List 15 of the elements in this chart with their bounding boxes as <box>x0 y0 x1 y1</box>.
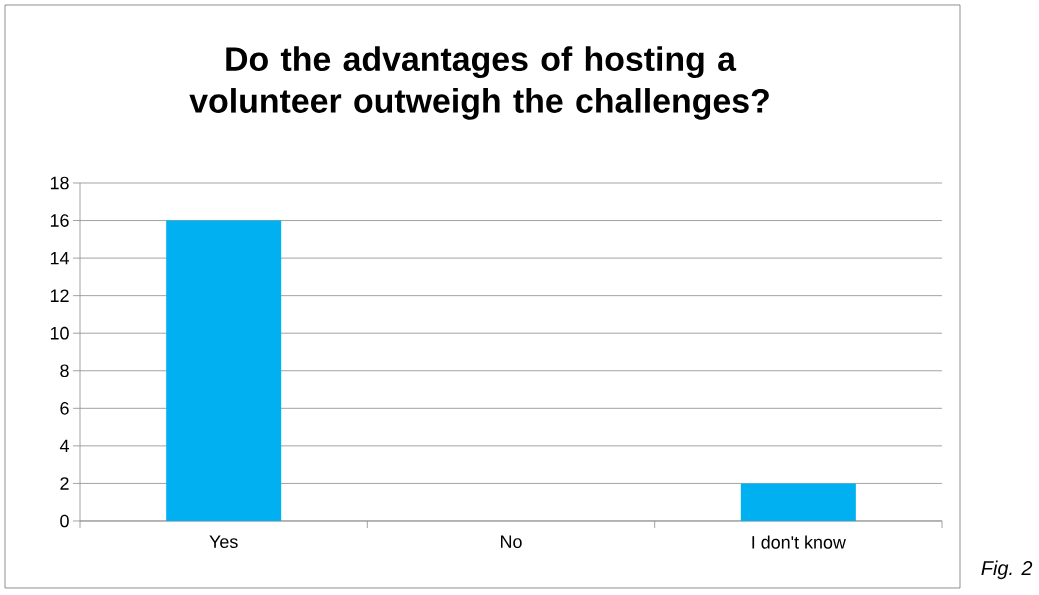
y-tick-label: 2 <box>60 477 69 490</box>
x-tick-label: No <box>501 535 522 549</box>
y-tick-label: 12 <box>50 289 69 302</box>
y-tick-label: 8 <box>60 364 69 378</box>
y-tick-label: 10 <box>50 326 69 340</box>
y-tick-label: 4 <box>59 439 69 453</box>
y-tick-label: 0 <box>60 514 69 528</box>
y-tick-label: 18 <box>50 176 69 190</box>
y-tick-label: 14 <box>50 251 69 265</box>
x-tick-label: Yes <box>209 535 238 549</box>
y-tick-label: 16 <box>50 214 69 227</box>
y-tick-label: 6 <box>60 401 69 415</box>
caption: Fig. 2 <box>981 560 1033 580</box>
x-tick-label: I don't know <box>752 535 846 549</box>
chart-title: Do the advantages of hosting a volunteer outweigh the challenges? <box>189 46 769 120</box>
